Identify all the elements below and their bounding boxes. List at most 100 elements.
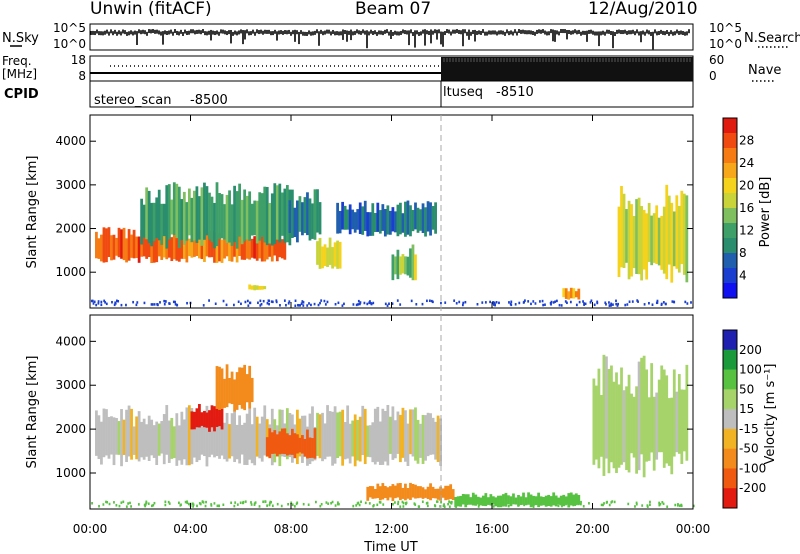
- heatmap-cell: [647, 202, 651, 262]
- heatmap-cell: [562, 494, 566, 507]
- heatmap-cell: [617, 302, 619, 306]
- heatmap-cell: [659, 502, 662, 506]
- heatmap-cell: [382, 503, 385, 506]
- heatmap-cell: [372, 504, 375, 508]
- heatmap-cell: [373, 212, 377, 233]
- heatmap-cell: [176, 303, 178, 307]
- heatmap-cell: [602, 354, 606, 476]
- colorbar-tick-label: 12: [739, 224, 754, 238]
- time-tick-label: 16:00: [475, 522, 510, 536]
- heatmap-cell: [636, 299, 639, 302]
- heatmap-cell: [391, 406, 395, 460]
- heatmap-cell: [164, 300, 167, 303]
- heatmap-cell: [269, 500, 272, 504]
- heatmap-cell: [544, 303, 546, 306]
- heatmap-cell: [172, 426, 176, 459]
- heatmap-cell: [414, 254, 417, 281]
- heatmap-cell: [517, 504, 520, 507]
- heatmap-cell: [522, 492, 525, 505]
- heatmap-cell: [273, 183, 277, 245]
- heatmap-cell: [163, 302, 166, 306]
- heatmap-cell: [108, 502, 111, 506]
- heatmap-cell: [509, 496, 513, 507]
- heatmap-cell: [306, 429, 309, 459]
- heatmap-cell: [404, 201, 407, 237]
- noise-right-tick-top: 10^5: [709, 21, 742, 35]
- title-center: Beam 07: [355, 0, 431, 19]
- heatmap-cell: [569, 492, 573, 506]
- heatmap-cell: [660, 365, 664, 453]
- heatmap-cell: [215, 407, 219, 427]
- heatmap-cell: [150, 504, 153, 508]
- heatmap-cell: [557, 504, 560, 508]
- heatmap-cell: [396, 411, 400, 454]
- heatmap-cell: [190, 408, 194, 465]
- heatmap-cell: [541, 299, 544, 303]
- velocity-heatmap: [91, 354, 695, 508]
- heatmap-cell: [625, 209, 628, 263]
- heatmap-cell: [175, 235, 179, 261]
- heatmap-cell: [404, 483, 407, 501]
- heatmap-cell: [547, 494, 551, 507]
- heatmap-cell: [152, 232, 156, 263]
- heatmap-cell: [417, 505, 420, 508]
- heatmap-cell: [130, 505, 132, 508]
- range-tick-label: 4000: [55, 334, 86, 348]
- heatmap-cell: [306, 192, 309, 236]
- heatmap-cell: [348, 423, 352, 464]
- colorbar-segment: [723, 409, 737, 430]
- heatmap-cell: [366, 302, 369, 306]
- heatmap-cell: [655, 392, 659, 460]
- heatmap-cell: [174, 303, 177, 306]
- heatmap-cell: [250, 203, 254, 236]
- heatmap-cell: [140, 421, 144, 458]
- heatmap-cell: [552, 301, 555, 304]
- heatmap-cell: [240, 199, 244, 245]
- heatmap-cell: [351, 209, 355, 230]
- heatmap-cell: [640, 206, 644, 281]
- heatmap-cell: [454, 496, 458, 508]
- heatmap-cell: [143, 301, 146, 305]
- heatmap-cell: [285, 205, 289, 241]
- heatmap-cell: [602, 503, 604, 507]
- heatmap-cell: [205, 405, 209, 467]
- heatmap-cell: [439, 505, 442, 508]
- heatmap-cell: [225, 303, 228, 307]
- heatmap-cell: [608, 304, 611, 307]
- heatmap-cell: [369, 300, 371, 303]
- heatmap-cell: [440, 301, 442, 305]
- heatmap-cell: [406, 488, 410, 499]
- heatmap-cell: [319, 504, 322, 508]
- heatmap-cell: [218, 233, 221, 262]
- heatmap-cell: [327, 502, 330, 505]
- heatmap-cell: [115, 504, 118, 507]
- heatmap-cell: [316, 241, 319, 265]
- heatmap-cell: [336, 240, 339, 269]
- heatmap-cell: [566, 301, 568, 305]
- heatmap-cell: [484, 301, 487, 304]
- heatmap-cell: [250, 285, 254, 290]
- heatmap-cell: [617, 206, 621, 277]
- heatmap-cell: [534, 302, 537, 305]
- heatmap-cell: [319, 301, 321, 305]
- heatmap-cell: [129, 501, 131, 505]
- heatmap-cell: [692, 504, 695, 508]
- heatmap-cell: [215, 366, 219, 409]
- heatmap-cell: [95, 303, 98, 307]
- heatmap-cell: [680, 190, 684, 265]
- heatmap-cell: [180, 199, 184, 241]
- heatmap-cell: [268, 428, 272, 459]
- heatmap-cell: [549, 496, 553, 507]
- heatmap-cell: [125, 505, 128, 508]
- heatmap-cell: [187, 188, 191, 236]
- heatmap-cell: [223, 422, 226, 460]
- heatmap-cell: [376, 483, 380, 499]
- heatmap-cell: [394, 256, 397, 275]
- heatmap-cell: [293, 433, 297, 459]
- heatmap-cell: [355, 303, 358, 307]
- heatmap-cell: [246, 299, 249, 303]
- heatmap-cell: [603, 502, 605, 505]
- heatmap-cell: [368, 212, 372, 236]
- heatmap-cell: [484, 493, 488, 507]
- heatmap-cell: [259, 304, 262, 307]
